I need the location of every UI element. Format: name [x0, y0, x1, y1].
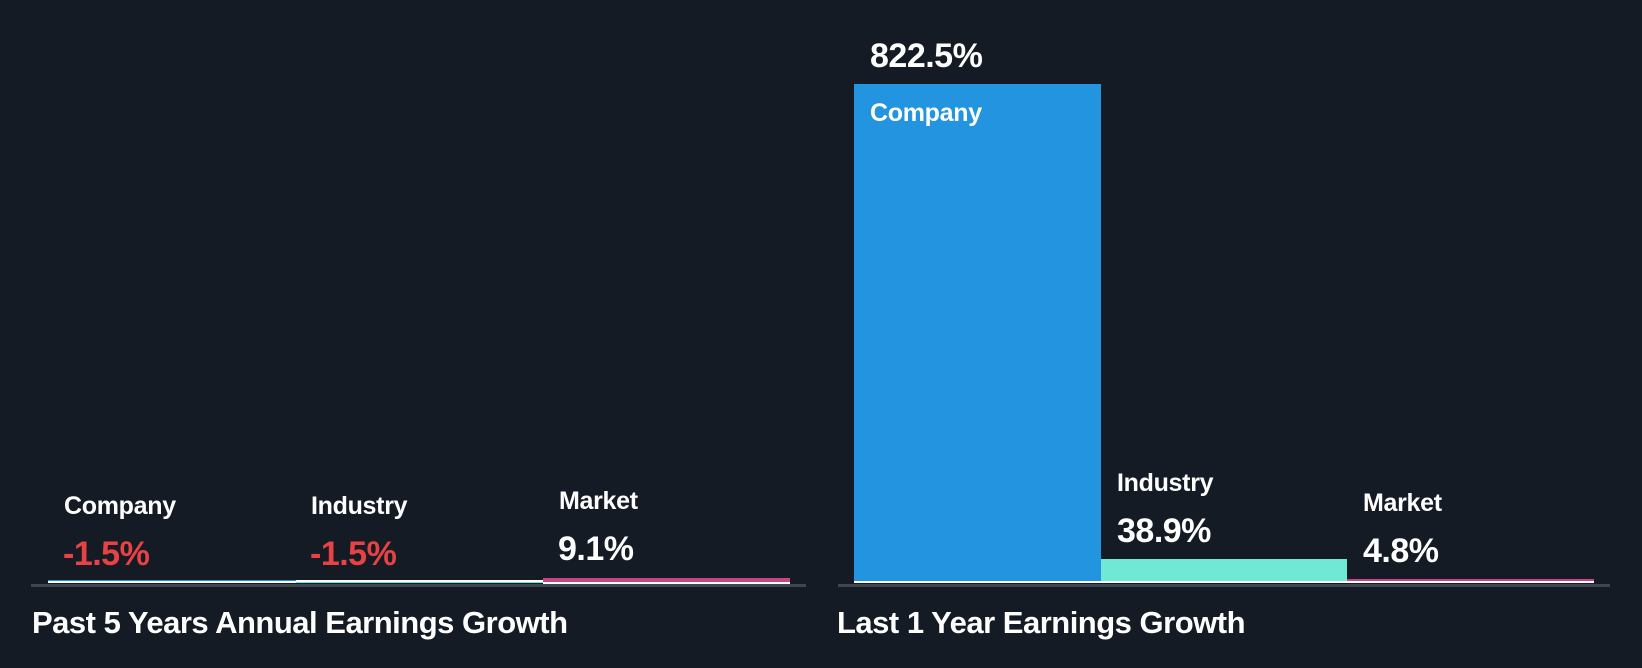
market-bar-baseline [1347, 581, 1594, 583]
industry-label: Industry [1117, 469, 1214, 497]
market-bar [1347, 579, 1594, 581]
industry-bar [296, 581, 543, 583]
company-label: Company [870, 99, 982, 127]
industry-bar [1101, 559, 1347, 582]
market-value: 4.8% [1363, 532, 1439, 570]
company-value: 822.5% [870, 37, 983, 75]
market-bar [543, 578, 790, 582]
last-1-year-chart: 822.5% Company Industry 38.9% Market 4.8… [821, 0, 1642, 668]
industry-bar-baseline [296, 580, 543, 582]
x-axis-line [838, 584, 1610, 587]
company-label: Company [64, 492, 176, 520]
market-label: Market [559, 487, 638, 515]
x-axis-line [31, 584, 806, 587]
past-5-years-chart: Company -1.5% Industry -1.5% Market 9.1%… [31, 487, 806, 640]
market-value: 9.1% [558, 530, 634, 568]
company-bar [854, 84, 1101, 582]
market-label: Market [1363, 489, 1442, 517]
industry-value: -1.5% [310, 535, 397, 573]
chart-title: Past 5 Years Annual Earnings Growth [32, 605, 568, 640]
chart-title: Last 1 Year Earnings Growth [837, 605, 1246, 640]
company-bar-baseline [854, 581, 1101, 583]
industry-value: 38.9% [1117, 512, 1211, 550]
market-bar-baseline [543, 582, 790, 584]
company-bar-baseline [48, 581, 296, 583]
industry-label: Industry [311, 492, 408, 520]
industry-bar-baseline [1101, 581, 1347, 583]
company-value: -1.5% [63, 535, 150, 573]
